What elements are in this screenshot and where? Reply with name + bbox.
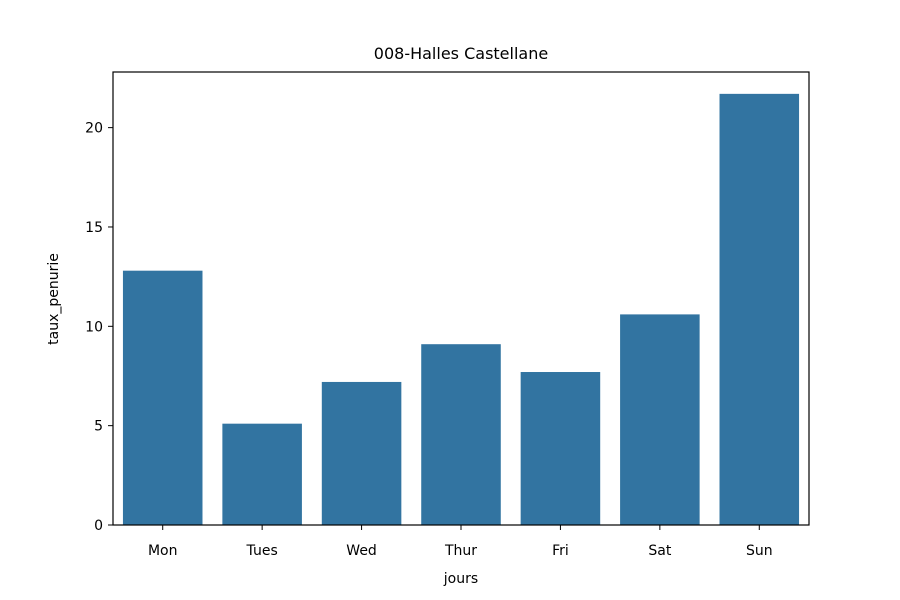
y-tick-label: 20 xyxy=(85,121,103,137)
plot-frame xyxy=(112,71,810,526)
y-axis-ticks: 0 5 10 15 20 xyxy=(85,121,113,534)
bar-wed xyxy=(321,381,402,525)
x-axis-label: jours xyxy=(443,571,478,587)
y-tick-label: 5 xyxy=(94,419,103,435)
y-tick-label: 10 xyxy=(85,319,103,335)
x-tick-label: Sat xyxy=(648,543,671,559)
x-tick-label: Mon xyxy=(148,543,178,559)
chart-title: 008-Halles Castellane xyxy=(374,44,548,63)
bar-tues xyxy=(222,423,302,525)
x-tick-label: Sun xyxy=(746,543,773,559)
x-tick-label: Fri xyxy=(552,543,569,559)
bar-sun xyxy=(719,93,800,526)
x-tick-label: Wed xyxy=(346,543,377,559)
bar-group xyxy=(122,93,800,526)
x-tick-label: Thur xyxy=(444,543,477,559)
bar-fri xyxy=(520,372,601,525)
x-axis-ticks: Mon Tues Wed Thur Fri Sat Sun xyxy=(148,525,773,559)
y-tick-label: 15 xyxy=(85,220,103,236)
x-tick-label: Tues xyxy=(246,543,278,559)
bar-thur xyxy=(421,344,501,525)
bar-mon xyxy=(122,270,203,525)
y-axis-label: taux_penurie xyxy=(46,253,62,345)
y-tick-label: 0 xyxy=(94,518,103,534)
bar-sat xyxy=(620,314,700,525)
